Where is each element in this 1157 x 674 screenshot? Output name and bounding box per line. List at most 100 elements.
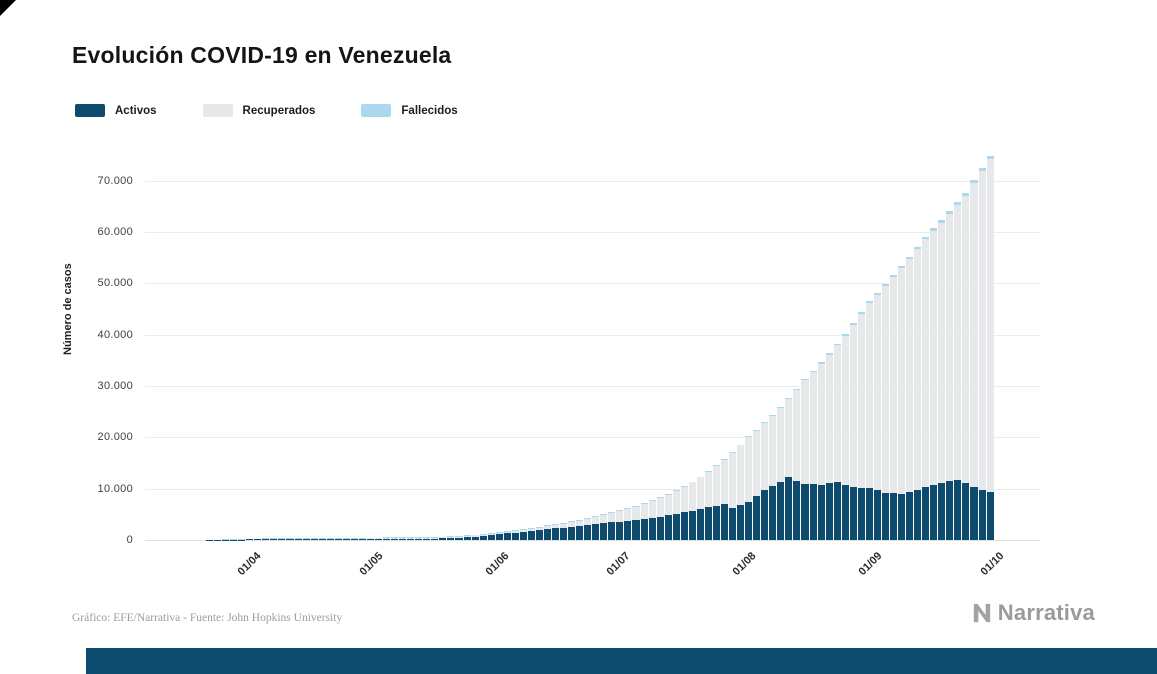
stacked-bar	[543, 525, 552, 540]
bar-seg-activos	[527, 530, 535, 540]
stacked-bar	[495, 532, 503, 540]
bar-seg-recuperados	[431, 537, 439, 539]
bar-seg-recuperados	[761, 423, 769, 490]
bar-seg-fallecidos	[825, 353, 833, 355]
legend-swatch-fallecidos	[361, 104, 392, 117]
bar-seg-recuperados	[366, 538, 374, 540]
bar-seg-recuperados	[407, 538, 415, 539]
bar-seg-recuperados	[423, 537, 431, 539]
stacked-bar	[584, 518, 592, 540]
bar-seg-recuperados	[825, 354, 833, 484]
bar-seg-recuperados	[680, 486, 688, 513]
bar-seg-activos	[560, 527, 568, 540]
bar-seg-fallecidos	[737, 444, 745, 446]
bar-seg-activos	[656, 516, 664, 540]
gridline-40.000	[145, 334, 1040, 336]
bar-seg-activos	[986, 491, 994, 540]
bar-seg-fallecidos	[777, 406, 785, 408]
bar-seg-activos	[745, 501, 753, 540]
bar-seg-activos	[817, 484, 825, 540]
stacked-bar	[704, 471, 712, 540]
bar-seg-activos	[592, 524, 600, 540]
bar-seg-recuperados	[535, 527, 543, 531]
bar-seg-activos	[761, 489, 769, 540]
x-tick-label: 01/07	[604, 550, 633, 578]
bar-seg-activos	[310, 539, 318, 540]
stacked-bar	[857, 312, 865, 540]
bar-seg-fallecidos	[721, 459, 729, 460]
bar-seg-recuperados	[712, 466, 720, 506]
bar-seg-fallecidos	[471, 534, 479, 536]
bar-seg-fallecidos	[889, 275, 898, 278]
bar-seg-activos	[600, 523, 608, 540]
bar-seg-fallecidos	[769, 414, 777, 416]
stacked-bar	[753, 429, 761, 540]
bar-seg-recuperados	[399, 538, 407, 539]
bar-seg-recuperados	[849, 325, 857, 487]
bar-seg-recuperados	[455, 536, 463, 538]
bar-seg-activos	[399, 538, 407, 540]
stacked-bar	[423, 537, 431, 540]
bar-seg-recuperados	[809, 372, 817, 485]
bar-seg-fallecidos	[857, 312, 865, 315]
bar-seg-fallecidos	[712, 465, 720, 467]
bar-seg-fallecidos	[560, 522, 568, 524]
bar-seg-recuperados	[873, 294, 881, 490]
stacked-bar	[801, 378, 809, 540]
bar-seg-activos	[391, 538, 399, 540]
gridline-50.000	[145, 283, 1040, 285]
stacked-bar	[407, 537, 415, 540]
bar-seg-fallecidos	[535, 526, 543, 528]
x-tick-label: 01/05	[357, 550, 386, 578]
stacked-bar	[374, 537, 383, 540]
bar-seg-fallecidos	[833, 343, 841, 346]
x-tick-label: 01/04	[235, 550, 264, 578]
stacked-bar	[270, 538, 278, 540]
bar-seg-activos	[737, 505, 745, 540]
bar-seg-activos	[930, 484, 938, 540]
bar-seg-fallecidos	[938, 219, 946, 223]
bar-seg-activos	[777, 481, 785, 540]
y-tick-label: 0	[126, 534, 133, 546]
bar-seg-fallecidos	[238, 538, 246, 540]
bar-seg-fallecidos	[753, 429, 761, 431]
bar-seg-fallecidos	[881, 284, 889, 287]
bar-seg-activos	[286, 539, 294, 540]
bar-seg-recuperados	[656, 498, 664, 517]
bar-seg-activos	[696, 508, 704, 540]
stacked-bar	[616, 510, 624, 540]
bar-seg-fallecidos	[246, 538, 254, 540]
bar-seg-recuperados	[463, 535, 471, 538]
bar-seg-activos	[785, 477, 793, 540]
legend-item-fallecidos: Fallecidos	[361, 104, 458, 117]
stacked-bar	[793, 388, 801, 540]
bar-seg-fallecidos	[608, 512, 616, 514]
bar-seg-fallecidos	[391, 537, 399, 539]
bar-seg-recuperados	[471, 535, 479, 537]
bars-container	[206, 150, 994, 540]
bar-seg-recuperados	[479, 534, 487, 537]
stacked-bar	[648, 500, 656, 540]
stacked-bar	[873, 292, 881, 540]
stacked-bar	[383, 537, 391, 540]
bar-seg-recuperados	[704, 472, 712, 508]
bar-seg-recuperados	[511, 530, 519, 533]
bar-seg-fallecidos	[592, 516, 600, 518]
stacked-bar	[576, 519, 584, 540]
bar-seg-fallecidos	[656, 497, 664, 499]
bar-seg-activos	[423, 538, 431, 540]
x-tick-label: 01/08	[730, 550, 759, 578]
bar-seg-activos	[769, 486, 777, 540]
stacked-bar	[729, 452, 737, 540]
bar-seg-activos	[825, 483, 833, 540]
stacked-bar	[970, 180, 978, 540]
stacked-bar	[898, 266, 906, 540]
bar-seg-activos	[632, 520, 640, 540]
bar-seg-fallecidos	[318, 538, 326, 539]
bar-seg-activos	[648, 517, 656, 540]
source-credit: Gráfico: EFE/Narrativa - Fuente: John Ho…	[72, 612, 343, 624]
stacked-bar	[881, 284, 889, 540]
corner-mark	[0, 0, 16, 16]
stacked-bar	[930, 228, 938, 540]
